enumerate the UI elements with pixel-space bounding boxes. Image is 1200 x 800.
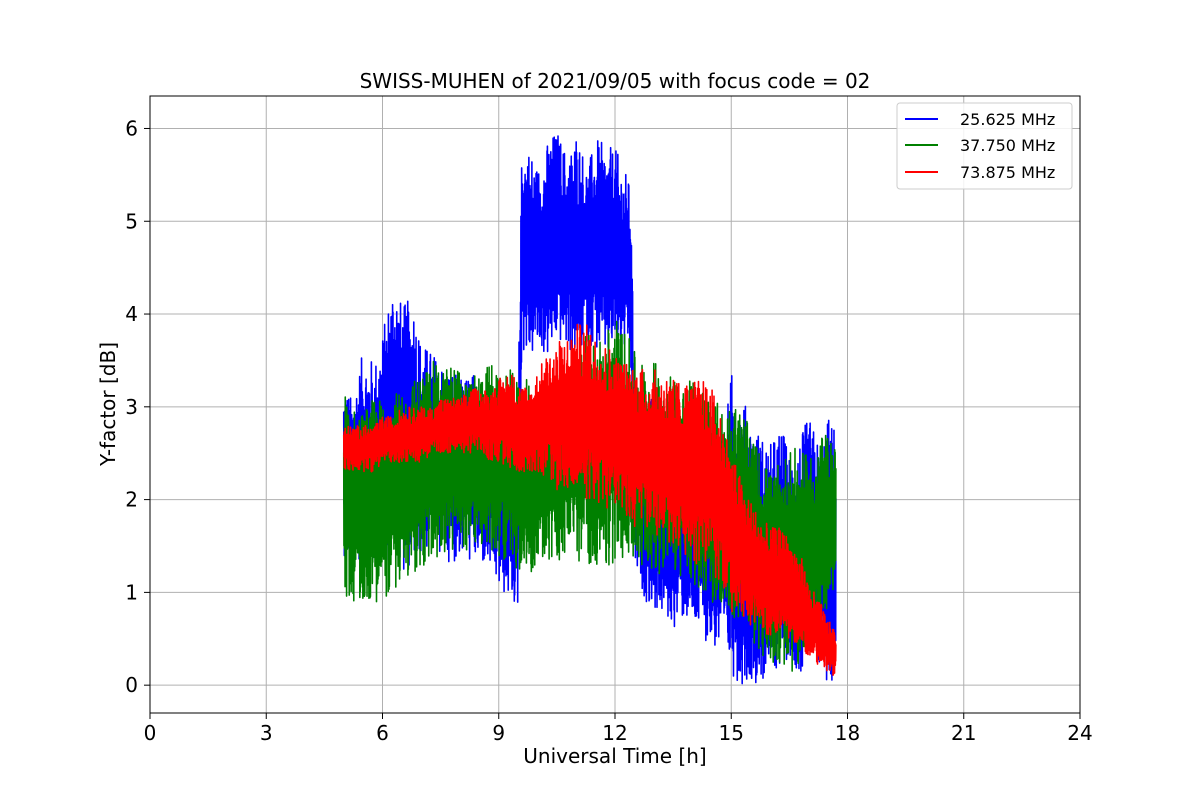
- series-line-73-875: [342, 323, 837, 676]
- x-tick-label: 3: [260, 721, 273, 745]
- y-tick-label: 5: [125, 209, 138, 233]
- legend-label-37-750: 37.750 MHz: [960, 136, 1055, 155]
- x-tick-label: 9: [492, 721, 505, 745]
- series-layer: [342, 135, 837, 685]
- x-tick-label: 12: [602, 721, 627, 745]
- x-tick-label: 24: [1067, 721, 1092, 745]
- legend-label-73-875: 73.875 MHz: [960, 163, 1055, 182]
- y-tick-label: 2: [125, 488, 138, 512]
- legend: 25.625 MHz 37.750 MHz 73.875 MHz: [896, 102, 1073, 190]
- x-tick-label: 6: [376, 721, 389, 745]
- y-axis-label: Y-factor [dB]: [96, 342, 120, 467]
- legend-label-25-625: 25.625 MHz: [960, 110, 1055, 129]
- x-tick-label: 18: [835, 721, 860, 745]
- y-tick-label: 4: [125, 302, 138, 326]
- x-tick-label: 15: [719, 721, 744, 745]
- y-tick-label: 1: [125, 580, 138, 604]
- x-tick-label: 21: [951, 721, 976, 745]
- legend-box: [896, 102, 1073, 190]
- x-axis-label: Universal Time [h]: [523, 744, 706, 768]
- chart-title: SWISS-MUHEN of 2021/09/05 with focus cod…: [360, 69, 871, 93]
- y-tick-label: 6: [125, 116, 138, 140]
- y-tick-label: 0: [125, 673, 138, 697]
- y-tick-label: 3: [125, 395, 138, 419]
- x-tick-label: 0: [144, 721, 157, 745]
